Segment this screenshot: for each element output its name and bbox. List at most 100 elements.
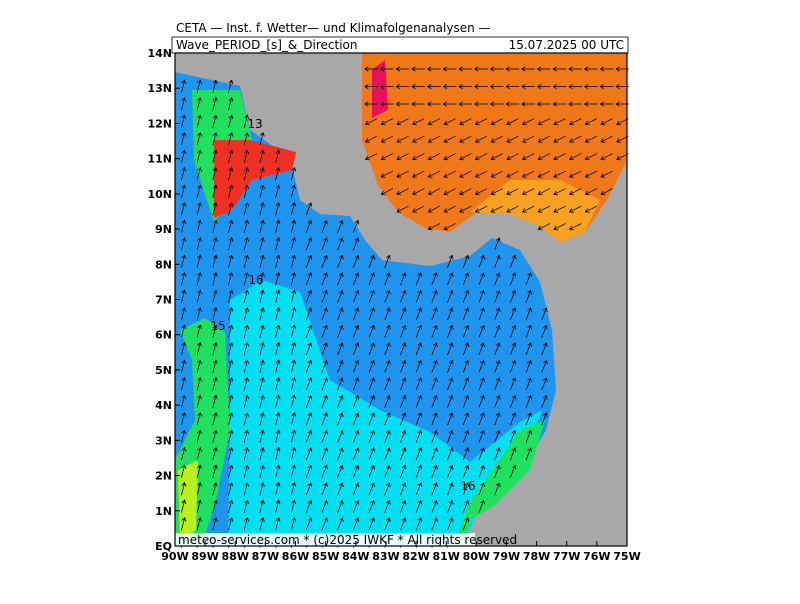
y-tick-label: 1N bbox=[155, 505, 172, 518]
arrow bbox=[552, 84, 567, 89]
arrow bbox=[415, 517, 423, 531]
arrow bbox=[509, 324, 517, 338]
axes: 90W 89W 88W 87W 86W 85W 84W 83W 82W 81W 80W 79W 78W 7… bbox=[147, 47, 640, 563]
arrow bbox=[431, 517, 438, 531]
arrow bbox=[411, 101, 425, 107]
arrow bbox=[400, 464, 407, 478]
coast-green bbox=[455, 420, 545, 546]
arrow bbox=[180, 411, 187, 426]
arrow bbox=[431, 394, 438, 408]
y-tick-label: 3N bbox=[155, 434, 172, 447]
arrow bbox=[521, 135, 535, 143]
arrow bbox=[275, 481, 281, 496]
arrow bbox=[275, 429, 281, 443]
arrow bbox=[384, 289, 391, 303]
arrow bbox=[196, 289, 202, 303]
arrow bbox=[228, 201, 234, 216]
arrow bbox=[494, 394, 501, 408]
arrow bbox=[259, 219, 265, 233]
arrow bbox=[368, 429, 375, 443]
arrow bbox=[212, 411, 218, 426]
arrow bbox=[400, 429, 407, 443]
arrow bbox=[290, 516, 297, 531]
arrow bbox=[494, 342, 501, 356]
arrow bbox=[521, 66, 535, 72]
arrow bbox=[396, 188, 409, 196]
arrow bbox=[228, 271, 234, 286]
arrow bbox=[364, 101, 378, 107]
arrow bbox=[415, 324, 423, 338]
arrow bbox=[228, 166, 234, 181]
arrow bbox=[431, 359, 438, 373]
arrow bbox=[196, 359, 202, 373]
arrow bbox=[196, 324, 202, 338]
arrow bbox=[290, 429, 297, 443]
arrow bbox=[228, 289, 234, 303]
arrow bbox=[305, 272, 313, 286]
arrow bbox=[494, 482, 501, 496]
arrow bbox=[243, 324, 250, 338]
arrow bbox=[415, 447, 423, 461]
arrow bbox=[505, 101, 520, 107]
arrow bbox=[384, 359, 391, 373]
arrow bbox=[569, 223, 582, 231]
arrow bbox=[474, 205, 488, 213]
x-tick-label: 75W bbox=[613, 550, 640, 563]
arrow bbox=[212, 376, 218, 391]
arrow bbox=[552, 66, 567, 72]
arrow bbox=[525, 359, 532, 373]
arrow bbox=[415, 412, 423, 426]
arrow bbox=[290, 324, 297, 338]
arrow bbox=[415, 272, 423, 286]
arrow bbox=[431, 272, 438, 286]
arrow bbox=[196, 114, 202, 128]
arrow bbox=[228, 499, 234, 513]
arrow bbox=[305, 219, 313, 233]
arrow bbox=[290, 446, 297, 461]
arrow bbox=[509, 429, 517, 443]
arrow bbox=[352, 272, 360, 286]
arrow bbox=[196, 236, 202, 251]
x-tick-label: 80W bbox=[463, 550, 490, 563]
arrow bbox=[275, 516, 281, 531]
arrow bbox=[400, 359, 407, 373]
arrow bbox=[462, 289, 470, 303]
arrow bbox=[321, 324, 328, 338]
arrow bbox=[196, 499, 202, 513]
arrow bbox=[474, 118, 488, 126]
arrow bbox=[275, 254, 281, 268]
arrow bbox=[228, 359, 234, 373]
arrow bbox=[458, 84, 473, 89]
arrow bbox=[396, 170, 409, 178]
footer-box bbox=[175, 533, 475, 546]
arrow bbox=[478, 377, 485, 391]
arrow bbox=[275, 499, 281, 513]
caribbean-edge bbox=[372, 60, 388, 118]
arrow bbox=[474, 135, 488, 143]
arrow bbox=[447, 499, 454, 513]
arrow bbox=[384, 412, 391, 426]
arrow bbox=[337, 342, 344, 356]
arrow bbox=[290, 254, 297, 268]
arrow bbox=[509, 289, 517, 303]
arrow bbox=[427, 205, 441, 213]
arrow bbox=[380, 153, 394, 161]
arrow bbox=[384, 394, 391, 408]
arrow bbox=[212, 289, 218, 303]
arrow bbox=[459, 135, 472, 143]
arrow bbox=[458, 101, 473, 107]
arrow bbox=[196, 96, 202, 111]
arrow bbox=[196, 481, 202, 496]
arrow bbox=[509, 464, 517, 478]
arrow bbox=[228, 464, 234, 478]
arrow bbox=[180, 149, 187, 163]
arrow bbox=[259, 289, 265, 303]
arrow bbox=[600, 188, 613, 196]
arrow bbox=[541, 324, 548, 338]
arrow bbox=[442, 101, 457, 107]
x-tick-label: 86W bbox=[282, 550, 309, 563]
arrow bbox=[368, 394, 375, 408]
arrow bbox=[368, 289, 375, 303]
arrow bbox=[180, 394, 187, 408]
arrow bbox=[478, 307, 485, 321]
